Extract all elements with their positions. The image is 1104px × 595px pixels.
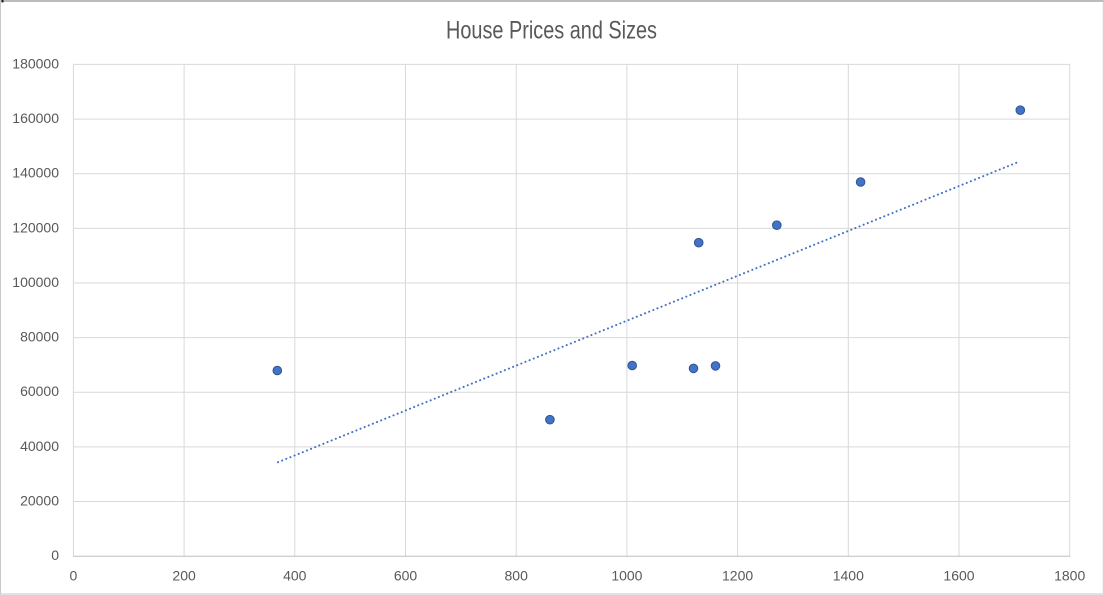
svg-text:1400: 1400 <box>833 567 864 583</box>
svg-text:800: 800 <box>505 567 529 583</box>
svg-text:60000: 60000 <box>20 383 59 399</box>
svg-text:180000: 180000 <box>12 55 59 71</box>
svg-text:100000: 100000 <box>12 274 59 290</box>
svg-text:140000: 140000 <box>12 165 59 181</box>
svg-text:1800: 1800 <box>1054 567 1085 583</box>
svg-text:80000: 80000 <box>20 329 59 345</box>
svg-text:House Prices and Sizes: House Prices and Sizes <box>446 17 657 45</box>
svg-text:1600: 1600 <box>943 567 974 583</box>
svg-text:600: 600 <box>394 567 418 583</box>
svg-text:1000: 1000 <box>611 567 642 583</box>
svg-text:200: 200 <box>172 567 196 583</box>
svg-text:0: 0 <box>51 547 59 563</box>
svg-text:160000: 160000 <box>12 110 59 126</box>
svg-text:0: 0 <box>70 567 78 583</box>
svg-text:20000: 20000 <box>20 492 59 508</box>
svg-text:400: 400 <box>283 567 307 583</box>
svg-text:120000: 120000 <box>12 219 59 235</box>
svg-text:1200: 1200 <box>722 567 753 583</box>
svg-text:40000: 40000 <box>20 438 59 454</box>
